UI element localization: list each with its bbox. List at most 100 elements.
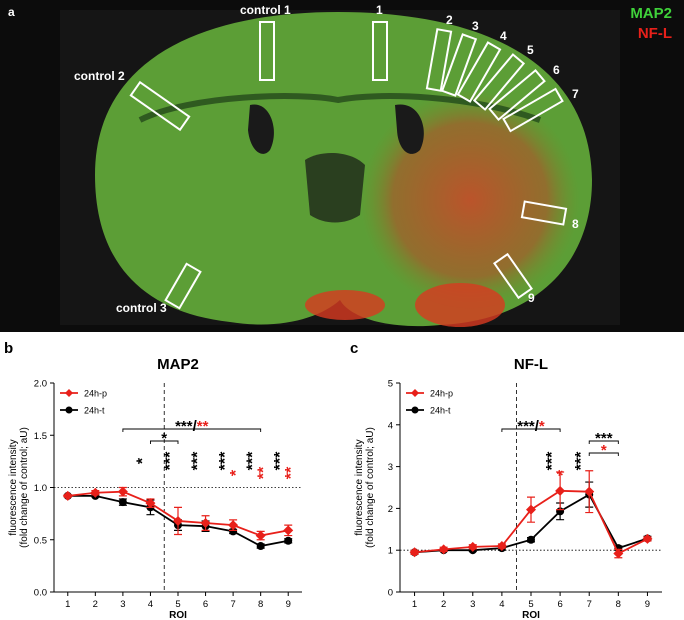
significance: *** (544, 451, 561, 470)
stain-label: NF-L (638, 25, 672, 42)
bracket (588, 452, 619, 456)
stain-label: MAP2 (630, 5, 672, 22)
x-axis-label: ROI (169, 610, 187, 620)
significance: ** (256, 466, 273, 479)
roi-box (488, 68, 546, 122)
data-point (409, 547, 420, 558)
data-point (467, 541, 478, 552)
y-tick-label: 0.0 (34, 588, 47, 599)
roi-box (259, 21, 275, 81)
significance: * (161, 430, 167, 447)
data-point (255, 530, 266, 541)
data-point (284, 536, 293, 545)
roi-box (456, 41, 502, 103)
roi-box (129, 80, 191, 132)
image-panel: a control 1 1 2 3 4 5 6 7 8 9 control 2 … (0, 0, 684, 332)
roi-box (520, 200, 568, 226)
roi-label: 6 (553, 63, 560, 77)
x-tick-label: 7 (587, 599, 592, 610)
roi-label: control 2 (74, 69, 125, 83)
data-point (584, 486, 595, 497)
data-point (229, 527, 238, 536)
data-point (613, 548, 624, 559)
data-point (642, 533, 653, 544)
significance: * (555, 469, 572, 476)
significance: * (601, 442, 607, 459)
significance: *** (595, 430, 613, 447)
x-tick-label: 6 (203, 599, 208, 610)
significance: ***/** (175, 418, 209, 435)
x-tick-label: 5 (528, 599, 533, 610)
significance-part: * (601, 442, 607, 459)
significance-part: ***/ (517, 418, 540, 435)
significance-part: ***/ (175, 418, 198, 435)
data-point (496, 541, 507, 552)
roi-label: 3 (472, 19, 479, 33)
roi-label: 9 (528, 291, 535, 305)
x-tick-label: 4 (148, 599, 153, 610)
lesion-area (360, 90, 580, 310)
roi-box (440, 33, 478, 97)
y-axis-label: (fold change of control; aU) (19, 427, 30, 548)
significance-part: * (161, 430, 167, 447)
significance-part: *** (595, 430, 613, 447)
corpus-callosum (138, 93, 542, 123)
roi-label: 2 (446, 13, 453, 27)
significance: * (228, 469, 245, 476)
roi-box (472, 53, 526, 111)
roi-label: 1 (376, 3, 383, 17)
panel-label: c (350, 340, 358, 357)
legend-label: 24h-t (430, 406, 451, 416)
y-axis-label: fluorescence intensity (8, 439, 19, 535)
legend-label: 24h-p (84, 389, 107, 399)
chart-title: NF-L (514, 356, 548, 373)
y-tick-label: 2.0 (34, 379, 47, 390)
bracket (501, 428, 561, 432)
x-tick-label: 6 (557, 599, 562, 610)
significance: ** (283, 466, 300, 479)
data-point (173, 515, 183, 526)
y-tick-label: 0.5 (34, 535, 47, 546)
y-tick-label: 1 (388, 546, 393, 557)
third-ventricle (305, 153, 365, 223)
ventricle (248, 104, 424, 154)
legend-marker (65, 389, 73, 397)
significance: *** (245, 451, 262, 470)
bracket (149, 440, 179, 444)
legend-marker (65, 406, 73, 414)
roi-label: control 3 (116, 301, 167, 315)
data-point (256, 542, 265, 551)
roi-label: 4 (500, 29, 507, 43)
roi-label: 5 (527, 43, 534, 57)
legend-marker (411, 406, 419, 414)
x-tick-label: 8 (616, 599, 621, 610)
roi-label: control 1 (240, 3, 291, 17)
significance: *** (190, 451, 207, 470)
data-point (118, 498, 127, 507)
roi-box (493, 252, 533, 300)
x-tick-label: 2 (441, 599, 446, 610)
data-point (62, 490, 73, 501)
y-axis-label: (fold change of control; aU) (365, 427, 376, 548)
legend-label: 24h-p (430, 389, 453, 399)
roi-box (502, 87, 564, 133)
x-tick-label: 1 (65, 599, 70, 610)
significance: *** (573, 451, 590, 470)
y-tick-label: 3 (388, 462, 393, 473)
x-tick-label: 4 (499, 599, 504, 610)
x-axis-label: ROI (522, 610, 540, 620)
x-tick-label: 8 (258, 599, 263, 610)
data-point (200, 518, 211, 529)
y-tick-label: 4 (388, 420, 393, 431)
roi-box (164, 262, 202, 310)
x-tick-label: 1 (412, 599, 417, 610)
lesion-area (415, 283, 505, 327)
data-point (228, 520, 239, 531)
panel-label: b (4, 340, 13, 357)
x-tick-label: 9 (286, 599, 291, 610)
y-tick-label: 0 (388, 588, 393, 599)
data-point (145, 498, 156, 509)
legend-marker (411, 389, 419, 397)
significance: *** (217, 451, 234, 470)
